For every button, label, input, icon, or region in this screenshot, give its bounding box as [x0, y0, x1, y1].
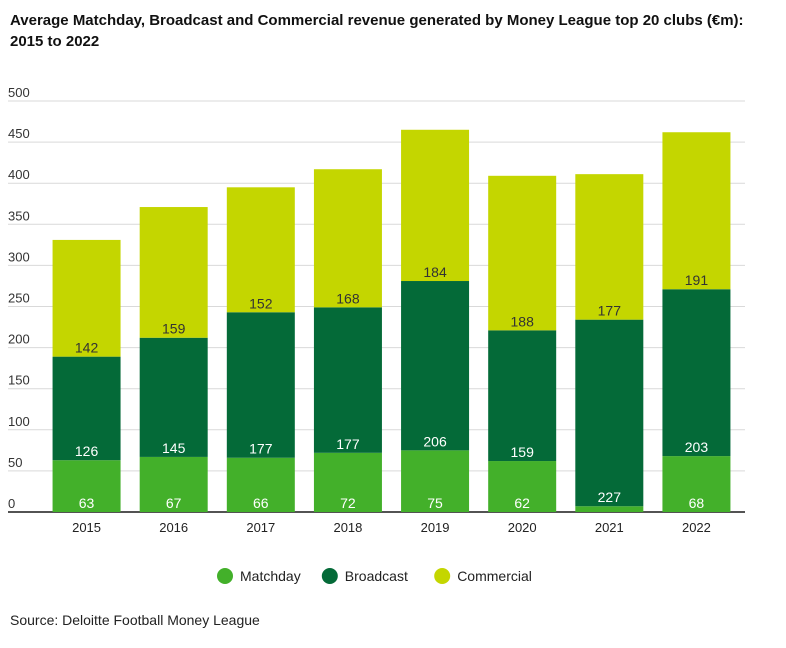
y-tick-label: 100: [8, 414, 30, 429]
bar-commercial-2021: [575, 174, 644, 320]
data-label-commercial-2018: 168: [336, 290, 360, 306]
bar-matchday-2015: [52, 460, 121, 512]
bar-broadcast-2016: [139, 337, 208, 457]
bar-broadcast-2017: [226, 312, 295, 458]
bar-commercial-2015: [52, 239, 121, 357]
y-tick-label: 500: [8, 85, 30, 100]
data-label-matchday-2018: 72: [340, 495, 356, 511]
legend-label: Commercial: [457, 568, 532, 584]
y-tick-label: 400: [8, 167, 30, 182]
data-label-matchday-2019: 75: [427, 495, 443, 511]
legend-label: Broadcast: [345, 568, 408, 584]
bar-broadcast-2020: [488, 330, 557, 462]
bar-matchday-2016: [139, 456, 208, 512]
legend-item-matchday: Matchday: [217, 568, 301, 584]
legend: Matchday Broadcast Commercial: [217, 568, 532, 584]
bar-broadcast-2015: [52, 356, 121, 461]
legend-swatch: [321, 568, 338, 584]
data-label-commercial-2017: 152: [249, 295, 273, 311]
y-tick-label: 50: [8, 455, 22, 470]
data-label-broadcast-2020: 159: [511, 444, 535, 460]
bar-commercial-2020: [488, 175, 557, 331]
data-label-commercial-2021: 177: [598, 303, 622, 319]
legend-swatch: [217, 568, 233, 584]
x-tick-label: 2019: [421, 520, 450, 535]
bar-matchday-2018: [313, 452, 382, 512]
data-label-commercial-2016: 159: [162, 321, 186, 337]
y-tick-label: 450: [8, 126, 30, 141]
bar-matchday-2017: [226, 457, 295, 512]
data-label-matchday-2015: 63: [79, 495, 95, 511]
x-tick-label: 2017: [246, 520, 275, 535]
x-axis-ticks: 2015 2016 2017 2018 2019 2020 2021 2022: [72, 520, 711, 535]
data-label-broadcast-2019: 206: [423, 433, 447, 449]
y-tick-label: 150: [8, 373, 30, 388]
source-note: Source: Deloitte Football Money League: [10, 612, 260, 628]
data-label-commercial-2015: 142: [75, 340, 99, 356]
data-label-matchday-2020: 62: [514, 495, 530, 511]
bar-matchday-2020: [488, 461, 557, 512]
data-label-broadcast-2022: 203: [685, 439, 709, 455]
data-label-matchday-2017: 66: [253, 495, 269, 511]
bar-matchday-2019: [401, 450, 470, 512]
legend-item-commercial: Commercial: [434, 568, 532, 584]
legend-swatch: [434, 568, 451, 584]
y-axis-ticks: 0 50 100 150 200 250 300 350 400 450 500: [8, 85, 30, 511]
y-tick-label: 200: [8, 332, 30, 347]
data-labels: 63 126 142 67 145 159 66 177 152 72 177 168 75 206 184…: [75, 264, 708, 511]
bar-broadcast-2021: [575, 319, 644, 507]
y-tick-label: 300: [8, 249, 30, 264]
bar-broadcast-2018: [313, 307, 382, 453]
y-tick-label: 350: [8, 208, 30, 223]
bar-commercial-2017: [226, 187, 295, 313]
data-label-broadcast-2021: 227: [598, 489, 622, 505]
bar-broadcast-2019: [401, 281, 470, 451]
legend-item-broadcast: Broadcast: [321, 568, 408, 584]
x-tick-label: 2018: [333, 520, 362, 535]
data-label-commercial-2020: 188: [511, 313, 535, 329]
y-tick-label: 250: [8, 291, 30, 306]
data-label-broadcast-2017: 177: [249, 441, 273, 457]
x-tick-label: 2022: [682, 520, 711, 535]
chart-title: Average Matchday, Broadcast and Commerci…: [10, 12, 744, 50]
bar-commercial-2019: [401, 129, 470, 282]
data-label-broadcast-2016: 145: [162, 440, 186, 456]
data-label-broadcast-2018: 177: [336, 436, 360, 452]
bar-commercial-2018: [313, 169, 382, 308]
data-label-broadcast-2015: 126: [75, 443, 99, 459]
bar-commercial-2016: [139, 207, 208, 338]
bar-matchday-2021: [575, 506, 644, 512]
x-tick-label: 2016: [159, 520, 188, 535]
data-label-matchday-2016: 67: [166, 495, 182, 511]
x-tick-label: 2020: [508, 520, 537, 535]
bar-matchday-2022: [662, 456, 731, 512]
data-label-commercial-2019: 184: [423, 264, 447, 280]
legend-label: Matchday: [240, 568, 301, 584]
bar-commercial-2022: [662, 132, 731, 290]
y-tick-label: 0: [8, 496, 15, 511]
data-label-matchday-2022: 68: [689, 495, 705, 511]
x-tick-label: 2015: [72, 520, 101, 535]
bars: [52, 129, 731, 512]
x-tick-label: 2021: [595, 520, 624, 535]
bar-broadcast-2022: [662, 289, 731, 457]
data-label-commercial-2022: 191: [685, 272, 709, 288]
